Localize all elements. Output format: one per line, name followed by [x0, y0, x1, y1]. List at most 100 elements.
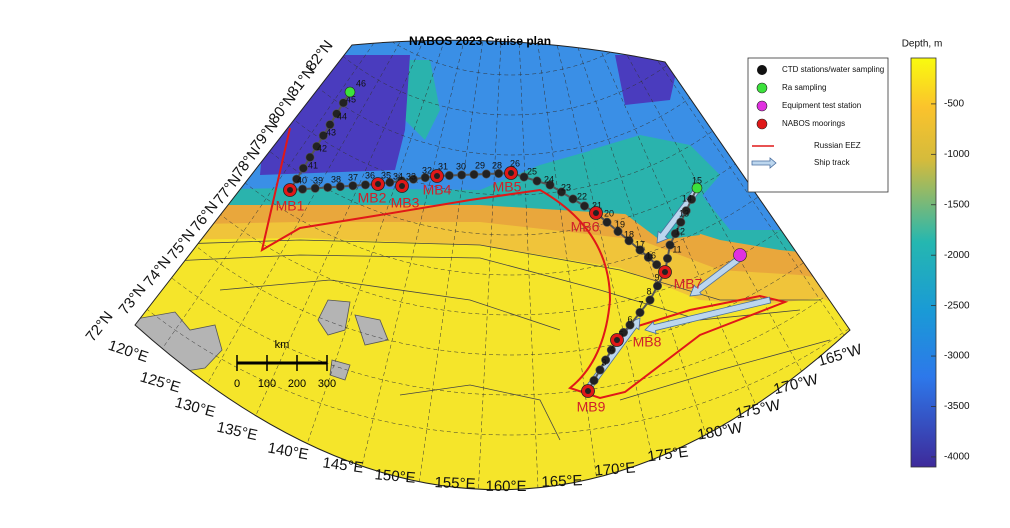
ctd-station	[635, 307, 645, 317]
ctd-station	[444, 171, 454, 181]
station-label: 13	[679, 208, 689, 218]
station-label: 18	[624, 229, 634, 239]
ship-arrow	[689, 255, 743, 297]
mooring-core	[399, 183, 405, 189]
scale-tick-label: 0	[234, 378, 240, 390]
station-label: 37	[348, 172, 358, 182]
ctd-station	[305, 152, 315, 162]
longitude-label: 175°E	[647, 443, 690, 465]
colorbar-tick-label: -3500	[944, 401, 970, 412]
ctd-station	[625, 320, 635, 330]
ctd-station	[318, 131, 328, 141]
legend-label: Russian EEZ	[814, 141, 861, 150]
ctd-station	[662, 254, 672, 264]
mooring-core	[434, 173, 440, 179]
legend-label: Ra sampling	[782, 83, 826, 92]
station-label: 32	[422, 165, 432, 175]
ctd-station	[681, 206, 691, 216]
legend-symbol	[751, 157, 777, 169]
scale-tick-label: 100	[258, 378, 276, 390]
ctd-station	[481, 169, 491, 179]
station-label: 38	[331, 174, 341, 184]
ctd-station	[568, 194, 578, 204]
ctd-station	[298, 163, 308, 173]
lon-line	[475, 40, 504, 490]
colorbar-label: Depth, m	[902, 39, 943, 50]
colorbar-tick-label: -3000	[944, 351, 970, 362]
ctd-station	[652, 281, 662, 291]
ship-arrow	[644, 296, 772, 335]
mooring-core	[375, 181, 381, 187]
station-label: 25	[527, 166, 537, 176]
station-label: 20	[604, 208, 614, 218]
colorbar-tick-label: -1000	[944, 149, 970, 160]
ctd-station	[469, 170, 479, 180]
lon-line	[544, 40, 669, 490]
station-label: 19	[615, 219, 625, 229]
station-label: 23	[561, 182, 571, 192]
ctd-station	[613, 227, 623, 237]
longitude-label: 145°E	[322, 454, 365, 476]
lat-line	[135, 40, 850, 276]
longitude-label: 155°E	[434, 474, 476, 493]
mooring-label: MB3	[391, 195, 420, 211]
ctd-station	[519, 172, 529, 182]
colorbar-tick-label: -2500	[944, 300, 970, 311]
station-label: 30	[456, 161, 466, 171]
ctd-station	[457, 170, 467, 180]
station-label: 9	[654, 272, 659, 282]
scale-tick-label: 300	[318, 378, 336, 390]
ctd-station	[325, 120, 335, 130]
legend-label: Equipment test station	[782, 101, 861, 110]
ctd-station	[643, 252, 653, 262]
colorbar-tick-label: -1500	[944, 199, 970, 210]
station-label: 45	[346, 94, 356, 104]
station-label: 4	[609, 344, 614, 354]
ctd-station	[687, 194, 697, 204]
ctd-station	[298, 184, 308, 194]
lat-line	[200, 40, 822, 156]
longitude-label: 170°E	[594, 459, 636, 479]
station-label: 46	[356, 78, 366, 88]
ctd-station	[532, 176, 542, 186]
legend-symbol	[756, 118, 768, 130]
ra-sampling	[344, 86, 356, 98]
longitude-label: 160°E	[485, 478, 526, 495]
station-label: 14	[682, 193, 692, 203]
mooring-core	[585, 388, 591, 394]
longitude-label: 120°E	[106, 337, 150, 366]
station-label: 28	[492, 160, 502, 170]
ra-sampling	[691, 182, 703, 194]
lat-line	[135, 40, 850, 316]
ctd-station	[408, 174, 418, 184]
lon-line	[285, 40, 463, 490]
lon-line	[347, 40, 477, 490]
longitude-label: 125°E	[138, 368, 182, 396]
latitude-label: 82°N	[303, 37, 337, 74]
legend-symbol	[757, 65, 767, 75]
station-label: 16	[646, 250, 656, 260]
ctd-station	[332, 109, 342, 119]
colorbar: Depth, m -500 -1000 -1500 -2000 -2500 -3000 -3…	[902, 39, 970, 468]
station-label: 5	[618, 329, 623, 339]
mooring-label: MB9	[577, 399, 606, 415]
lon-line	[167, 40, 438, 455]
mooring-label: MB4	[423, 182, 452, 198]
ctd-station	[312, 141, 322, 151]
station-label: 31	[438, 161, 448, 171]
colorbar-tick-label: -4000	[944, 452, 970, 463]
lat-line	[135, 40, 850, 396]
station-label: 40	[297, 175, 307, 185]
legend-symbol	[756, 82, 768, 94]
longitude-label: 140°E	[266, 440, 309, 464]
ctd-station	[670, 229, 680, 239]
station-label: 33	[406, 171, 416, 181]
lon-line	[517, 40, 541, 490]
ctd-station	[652, 260, 662, 270]
legend-label: Ship track	[814, 158, 851, 167]
colorbar-ramp	[910, 57, 937, 468]
ctd-station	[676, 217, 686, 227]
station-label: 34	[393, 171, 403, 181]
